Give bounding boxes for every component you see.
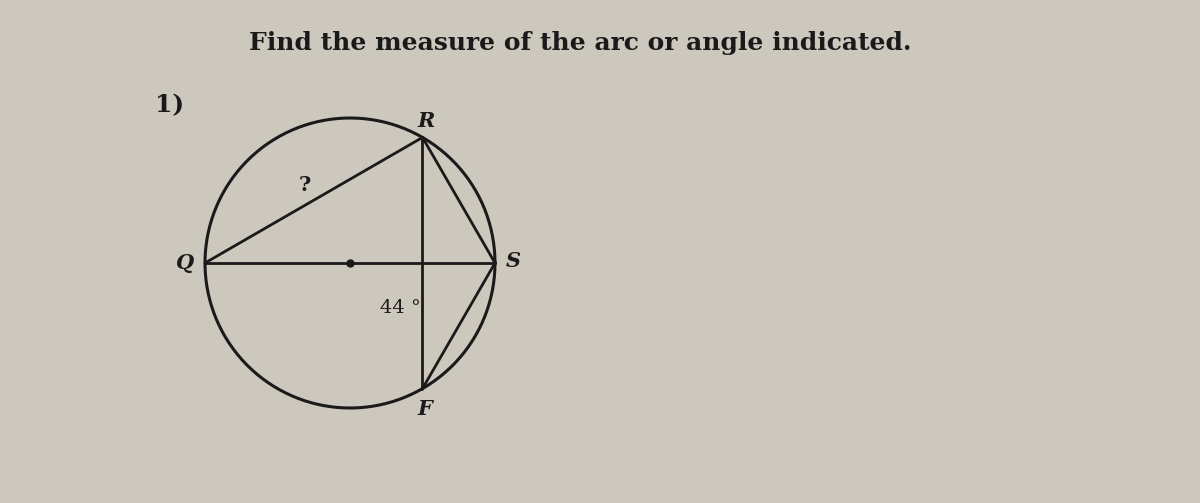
Text: F: F [418,398,432,418]
Text: 1): 1) [155,93,184,117]
Text: Find the measure of the arc or angle indicated.: Find the measure of the arc or angle ind… [248,31,911,55]
Text: Q: Q [176,253,194,273]
Text: R: R [418,112,436,131]
Text: S: S [505,251,521,271]
Text: ?: ? [299,175,311,195]
Text: 44 °: 44 ° [380,299,421,317]
